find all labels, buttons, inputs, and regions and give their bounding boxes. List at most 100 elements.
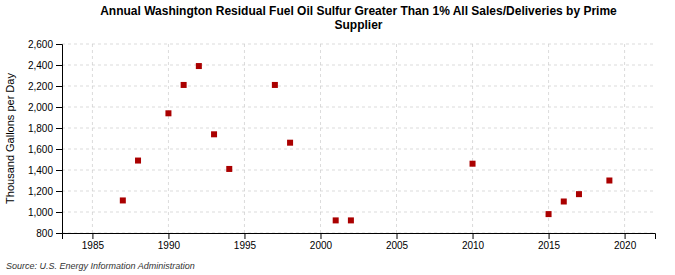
tick: 1,800: [28, 123, 62, 134]
plot-area: 1985 1990 1995 2000 2005 2010 2015 2020 800 1,000…: [28, 39, 656, 251]
point: [606, 178, 612, 184]
tick-label: 1990: [158, 240, 181, 251]
tick-mark: [473, 233, 474, 239]
title: Annual Washington Residual Fuel Oil Sulf…: [100, 4, 617, 32]
tick-mark: [397, 233, 398, 239]
tick-label: 1,600: [28, 144, 53, 155]
grid-line: [244, 44, 245, 233]
tick-mark: [56, 86, 62, 87]
chart: 1985 1990 1995 2000 2005 2010 2015 2020 800 1,000…: [0, 0, 675, 275]
tick-label: 1985: [82, 240, 105, 251]
tick: 2,200: [28, 81, 62, 92]
tick-mark: [625, 233, 626, 239]
tick-mark: [56, 65, 62, 66]
tick: 2,600: [28, 39, 62, 50]
source: Source: U.S. Energy Information Administ…: [6, 261, 195, 271]
tick-label: 2,200: [28, 81, 53, 92]
tick: 2000: [310, 233, 333, 251]
point: [470, 161, 476, 167]
grid-line: [320, 44, 321, 233]
point: [546, 211, 552, 217]
tick: 1,000: [28, 207, 62, 218]
tick: 1,400: [28, 165, 62, 176]
tick-mark: [549, 233, 550, 239]
tick-label: 1,800: [28, 123, 53, 134]
tick-mark: [56, 44, 62, 45]
y-axis: 800 1,000 1,200 1,400 1,600 1,800 2,000 2,200 2,…: [28, 39, 63, 239]
tick-label: 1,000: [28, 207, 53, 218]
grid-line: [168, 44, 169, 233]
tick-mark: [56, 170, 62, 171]
point: [135, 158, 141, 164]
tick: 2015: [538, 233, 561, 251]
grid-line: [62, 128, 655, 129]
tick-mark: [92, 233, 93, 239]
tick-mark: [56, 233, 62, 234]
grid-line: [62, 191, 655, 192]
tick-mark: [56, 149, 62, 150]
tick: 2010: [462, 233, 485, 251]
tick-label: 800: [36, 228, 53, 239]
grid-line: [62, 149, 655, 150]
point: [226, 166, 232, 172]
grid-line: [62, 212, 655, 213]
grid-line: [62, 44, 655, 45]
tick-label: 2,600: [28, 39, 53, 50]
tick: 1990: [158, 233, 181, 251]
grid-line: [62, 107, 655, 108]
grid-line: [62, 86, 655, 87]
point: [287, 140, 293, 146]
point: [211, 131, 217, 137]
axis-line: [63, 234, 656, 240]
point: [181, 82, 187, 88]
title-line: Supplier: [334, 18, 382, 32]
point: [576, 191, 582, 197]
tick-label: 2020: [614, 240, 637, 251]
point: [561, 199, 567, 205]
tick-mark: [320, 233, 321, 239]
grid-line: [92, 44, 93, 233]
tick-label: 2,400: [28, 60, 53, 71]
tick-mark: [56, 212, 62, 213]
point: [348, 217, 354, 223]
point: [196, 63, 202, 69]
tick-label: 2005: [386, 240, 409, 251]
tick: 800: [36, 228, 62, 239]
tick: 2,400: [28, 60, 62, 71]
point: [333, 217, 339, 223]
tick-mark: [56, 107, 62, 108]
y-axis-label: Thousand Gallons per Day: [4, 73, 16, 204]
title-line: Annual Washington Residual Fuel Oil Sulf…: [100, 4, 617, 18]
points: [120, 63, 613, 223]
point: [120, 197, 126, 203]
tick: 1995: [234, 233, 257, 251]
grid-line: [472, 44, 473, 233]
tick: 1985: [82, 233, 105, 251]
tick-mark: [56, 191, 62, 192]
tick-label: 2000: [310, 240, 333, 251]
tick-label: 2,000: [28, 102, 53, 113]
tick: 1,600: [28, 144, 62, 155]
tick-mark: [56, 128, 62, 129]
grid-line: [396, 44, 397, 233]
tick-mark: [168, 233, 169, 239]
tick-label: 1,400: [28, 165, 53, 176]
tick-label: 2015: [538, 240, 561, 251]
grid-line: [548, 44, 549, 233]
grid: [62, 44, 655, 233]
point: [165, 110, 171, 116]
tick-mark: [244, 233, 245, 239]
tick: 2020: [614, 233, 637, 251]
tick-label: 2010: [462, 240, 485, 251]
axis-line: [56, 45, 63, 234]
tick: 2005: [386, 233, 409, 251]
tick-label: 1,200: [28, 186, 53, 197]
tick-label: 1995: [234, 240, 257, 251]
tick: 2,000: [28, 102, 62, 113]
grid-line: [62, 170, 655, 171]
tick: 1,200: [28, 186, 62, 197]
grid-line: [624, 44, 625, 233]
grid-line: [62, 65, 655, 66]
point: [272, 82, 278, 88]
x-axis: 1985 1990 1995 2000 2005 2010 2015 2020: [63, 233, 656, 251]
